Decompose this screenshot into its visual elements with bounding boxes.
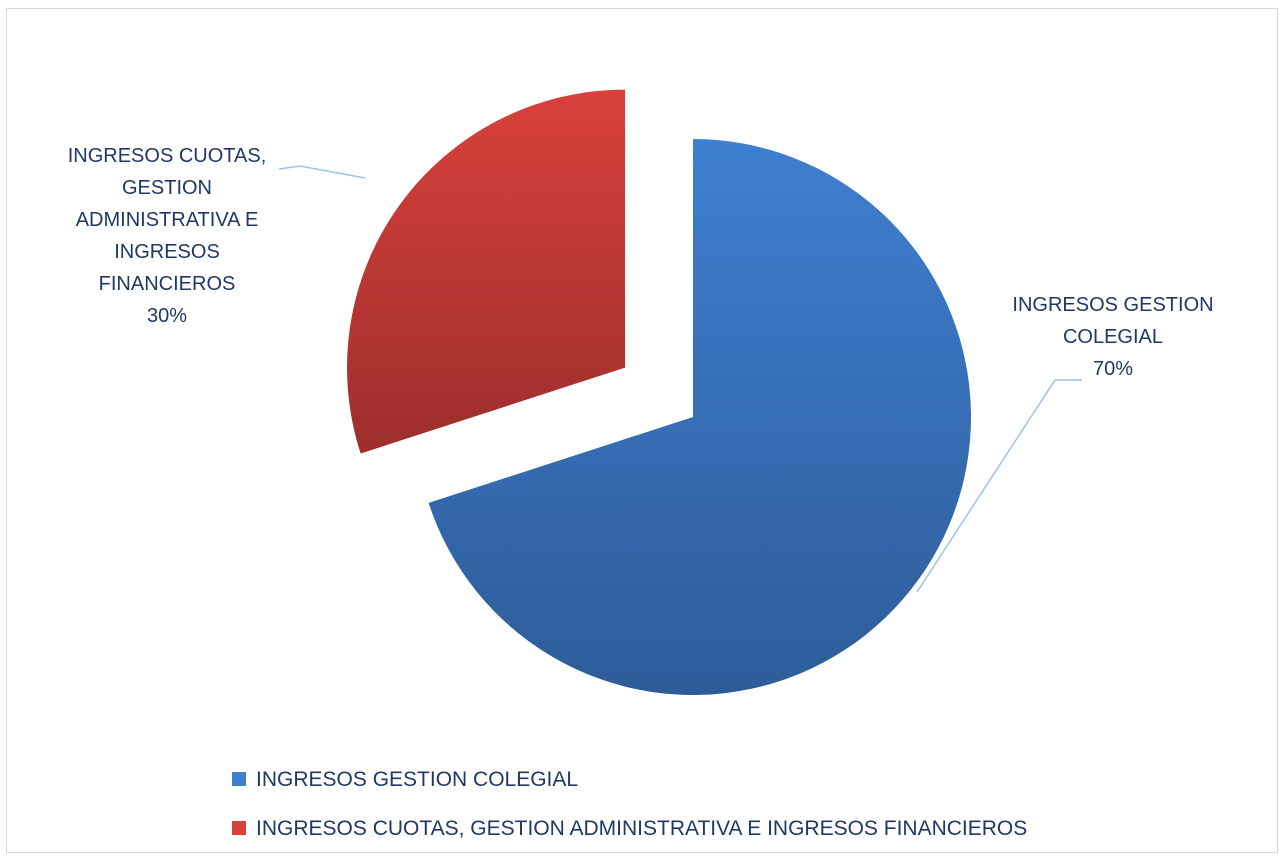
data-label-line: COLEGIAL: [1063, 326, 1163, 348]
pie-slice-ingresos-gestion-colegial: [428, 139, 971, 695]
leader-line-1: [916, 379, 1082, 593]
data-label-line: GESTION: [122, 177, 212, 199]
legend-swatch-2: [232, 821, 246, 835]
data-label-line: INGRESOS CUOTAS,: [68, 145, 267, 167]
legend-label-2: INGRESOS CUOTAS, GESTION ADMINISTRATIVA …: [256, 817, 1027, 840]
legend-swatch-1: [232, 772, 246, 786]
data-label-percent: 30%: [147, 305, 187, 327]
pie-slice-ingresos-cuotas-gestion-administrativa-e-ingresos-financieros: [347, 89, 626, 454]
legend-label-1: INGRESOS GESTION COLEGIAL: [256, 768, 578, 791]
slices-layer: [347, 89, 971, 695]
data-labels: INGRESOS GESTION COLEGIAL 70% INGRESOS CUOT…: [68, 145, 1214, 380]
legend-item-1: INGRESOS GESTION COLEGIAL: [232, 768, 578, 791]
data-label-ingresos-gestion-colegial: INGRESOS GESTION COLEGIAL 70%: [1012, 294, 1213, 380]
data-label-line: INGRESOS: [114, 241, 220, 263]
data-label-line: INGRESOS GESTION: [1012, 294, 1213, 316]
data-label-ingresos-cuotas-gestion-administrativa-e-ingresos-financieros: INGRESOS CUOTAS, GESTION ADMINISTRATIVA E I…: [68, 145, 267, 327]
chart-frame: [6, 8, 1278, 853]
leader-line-2: [278, 165, 366, 179]
legend-item-2: INGRESOS CUOTAS, GESTION ADMINISTRATIVA …: [232, 817, 1027, 840]
legend: INGRESOS GESTION COLEGIAL INGRESOS CUOTAS…: [232, 768, 1027, 840]
data-label-line: FINANCIEROS: [99, 273, 236, 295]
data-label-line: ADMINISTRATIVA E: [76, 209, 259, 231]
leader-lines: [278, 165, 1082, 593]
data-label-percent: 70%: [1093, 358, 1133, 380]
